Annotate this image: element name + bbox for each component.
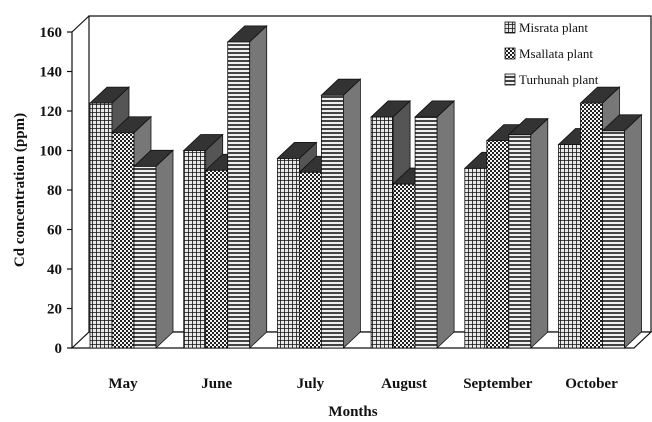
bar-front bbox=[581, 103, 603, 348]
x-tick-label: July bbox=[297, 376, 325, 392]
bar-front bbox=[393, 184, 415, 348]
y-tick-label: 120 bbox=[40, 104, 63, 120]
x-tick-label: September bbox=[463, 376, 532, 392]
x-tick-label: May bbox=[108, 376, 138, 392]
bar-side bbox=[437, 101, 454, 348]
y-axis-title: Cd concentration (ppm) bbox=[12, 113, 28, 267]
y-tick-label: 40 bbox=[47, 262, 62, 278]
bar-front bbox=[509, 135, 531, 348]
bar-front bbox=[299, 172, 321, 348]
y-tick-label: 140 bbox=[40, 65, 63, 81]
bar-front bbox=[134, 166, 156, 348]
y-tick-label: 160 bbox=[40, 25, 63, 41]
bar-front bbox=[277, 158, 299, 348]
bar-front bbox=[415, 117, 437, 348]
x-tick-label: October bbox=[565, 376, 618, 392]
bar-front bbox=[603, 131, 625, 348]
y-tick-label: 60 bbox=[47, 223, 62, 239]
bar-side bbox=[250, 26, 267, 348]
bar-front bbox=[184, 151, 206, 349]
bar-front bbox=[371, 117, 393, 348]
y-tick-label: 20 bbox=[47, 302, 62, 318]
bar bbox=[321, 79, 360, 348]
legend-label: Turhunah plant bbox=[519, 72, 599, 87]
y-tick-label: 100 bbox=[40, 144, 63, 160]
y-tick-label: 0 bbox=[55, 341, 63, 357]
bar-side bbox=[156, 150, 173, 348]
x-tick-label: June bbox=[201, 376, 232, 392]
bar bbox=[228, 26, 267, 348]
x-axis-categories: May June July August September October bbox=[108, 376, 618, 392]
bar-side bbox=[343, 79, 360, 348]
bar-front bbox=[465, 168, 487, 348]
legend-label: Msallata plant bbox=[519, 46, 593, 61]
bar-front bbox=[321, 95, 343, 348]
bar-front bbox=[206, 170, 228, 348]
bar-front bbox=[559, 145, 581, 348]
bar bbox=[509, 119, 548, 348]
legend-label: Misrata plant bbox=[519, 20, 588, 35]
bar bbox=[134, 150, 173, 348]
y-tick-label: 80 bbox=[47, 183, 62, 199]
x-tick-label: August bbox=[381, 376, 427, 392]
legend-swatch bbox=[505, 48, 515, 59]
bar-front bbox=[90, 103, 112, 348]
bar bbox=[415, 101, 454, 348]
y-axis-ticks: 0 20 40 60 80 100 120 140 160 bbox=[40, 25, 73, 357]
bar-front bbox=[487, 141, 509, 348]
bar-side bbox=[531, 119, 548, 348]
bar-front bbox=[112, 133, 134, 348]
side-edge-top bbox=[72, 16, 89, 32]
x-axis-title: Months bbox=[328, 404, 377, 420]
legend-swatch bbox=[505, 74, 515, 85]
bar-side bbox=[625, 115, 642, 348]
bar-front bbox=[228, 42, 250, 348]
legend-swatch bbox=[505, 22, 515, 33]
bar bbox=[603, 115, 642, 348]
legend: Misrata plant Msallata plant Turhunah plan… bbox=[505, 20, 599, 87]
